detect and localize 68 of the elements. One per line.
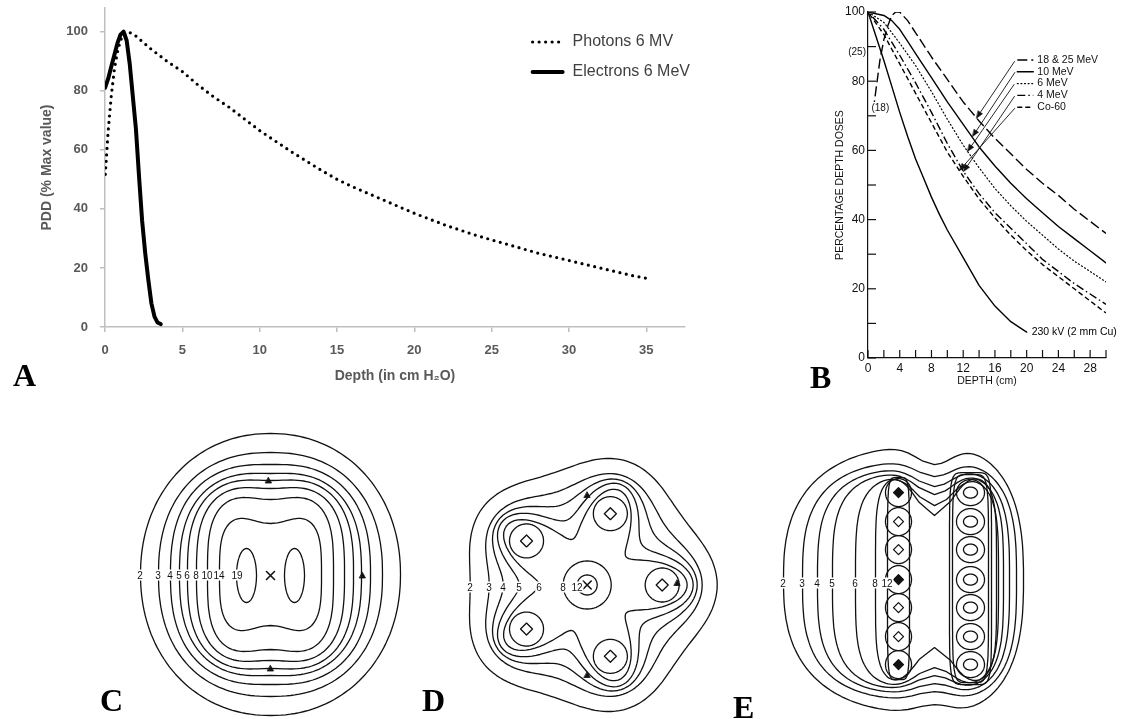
- legend-label: 18 & 25 MeV: [1037, 52, 1098, 65]
- text: 5: [515, 581, 523, 593]
- x-tick-label: 35: [639, 342, 654, 358]
- text: 12: [570, 581, 584, 593]
- text: 4: [166, 569, 174, 581]
- text: 3: [154, 569, 162, 581]
- text: B: [810, 359, 832, 395]
- text: 3: [485, 581, 493, 593]
- x-tick-label: 25: [484, 342, 499, 358]
- legend-label: Electrons 6 MeV: [572, 62, 691, 80]
- text: E: [733, 689, 755, 719]
- x-tick-label: 12: [956, 360, 971, 375]
- y-axis-title: PDD (% Max value): [38, 104, 55, 231]
- legend-label: Photons 6 MV: [572, 32, 674, 50]
- x-tick-label: 15: [329, 342, 345, 358]
- text: 19: [230, 569, 244, 581]
- text: 2: [466, 581, 474, 593]
- y-tick-label: 20: [73, 259, 88, 275]
- legend-label: 10 MeV: [1037, 64, 1074, 77]
- x-tick-label: 16: [988, 360, 1002, 375]
- y-tick-label: 100: [66, 23, 88, 39]
- text: D: [422, 682, 446, 718]
- text: 4: [499, 581, 507, 593]
- series-label: 230 kV (2 mm Cu): [1031, 324, 1117, 337]
- text: 5: [828, 577, 836, 589]
- text: 2: [779, 577, 787, 589]
- text: 8: [871, 577, 879, 589]
- legend-label: 4 MeV: [1037, 88, 1068, 101]
- text: 8: [559, 581, 567, 593]
- y-tick-label: 40: [73, 200, 88, 216]
- x-tick-label: 20: [407, 342, 422, 358]
- text: 8: [192, 569, 200, 581]
- legend-label: 6 MeV: [1037, 76, 1068, 89]
- text: 2: [136, 569, 144, 581]
- text: 6: [183, 569, 191, 581]
- x-tick-label: 5: [178, 342, 186, 358]
- text: 12: [880, 577, 894, 589]
- x-tick-label: 30: [561, 342, 577, 358]
- text: 6: [535, 581, 543, 593]
- y-tick-label: 60: [73, 141, 88, 157]
- text: 4: [813, 577, 821, 589]
- x-tick-label: 10: [252, 342, 267, 358]
- x-axis-title: DEPTH (cm): [957, 373, 1017, 386]
- y-tick-label: 80: [73, 82, 88, 98]
- x-tick-label: 20: [1019, 360, 1034, 375]
- x-tick-label: 28: [1083, 360, 1098, 375]
- annotation: (25): [848, 46, 867, 58]
- text: C: [100, 682, 124, 718]
- annotation: (18): [871, 101, 890, 113]
- text: 14: [212, 569, 226, 581]
- x-tick-label: 4: [896, 360, 904, 375]
- text: 10: [200, 569, 214, 581]
- x-tick-label: 24: [1051, 360, 1066, 375]
- y-tick-label: 80: [851, 73, 866, 88]
- text: 6: [851, 577, 859, 589]
- x-tick-label: 0: [101, 342, 109, 358]
- text: A: [13, 357, 37, 393]
- y-tick-label: 40: [851, 211, 866, 226]
- x-tick-label: 8: [928, 360, 936, 375]
- y-tick-label: 60: [851, 142, 866, 157]
- text: 5: [175, 569, 183, 581]
- x-axis-title: Depth (in cm H₂O): [334, 367, 456, 384]
- y-axis-title: PERCENTAGE DEPTH DOSES: [833, 110, 846, 260]
- y-tick-label: 20: [851, 281, 866, 296]
- text: 3: [798, 577, 806, 589]
- y-tick-label: 100: [844, 4, 866, 19]
- legend-label: Co-60: [1037, 100, 1067, 113]
- y-tick-label: 0: [80, 318, 88, 334]
